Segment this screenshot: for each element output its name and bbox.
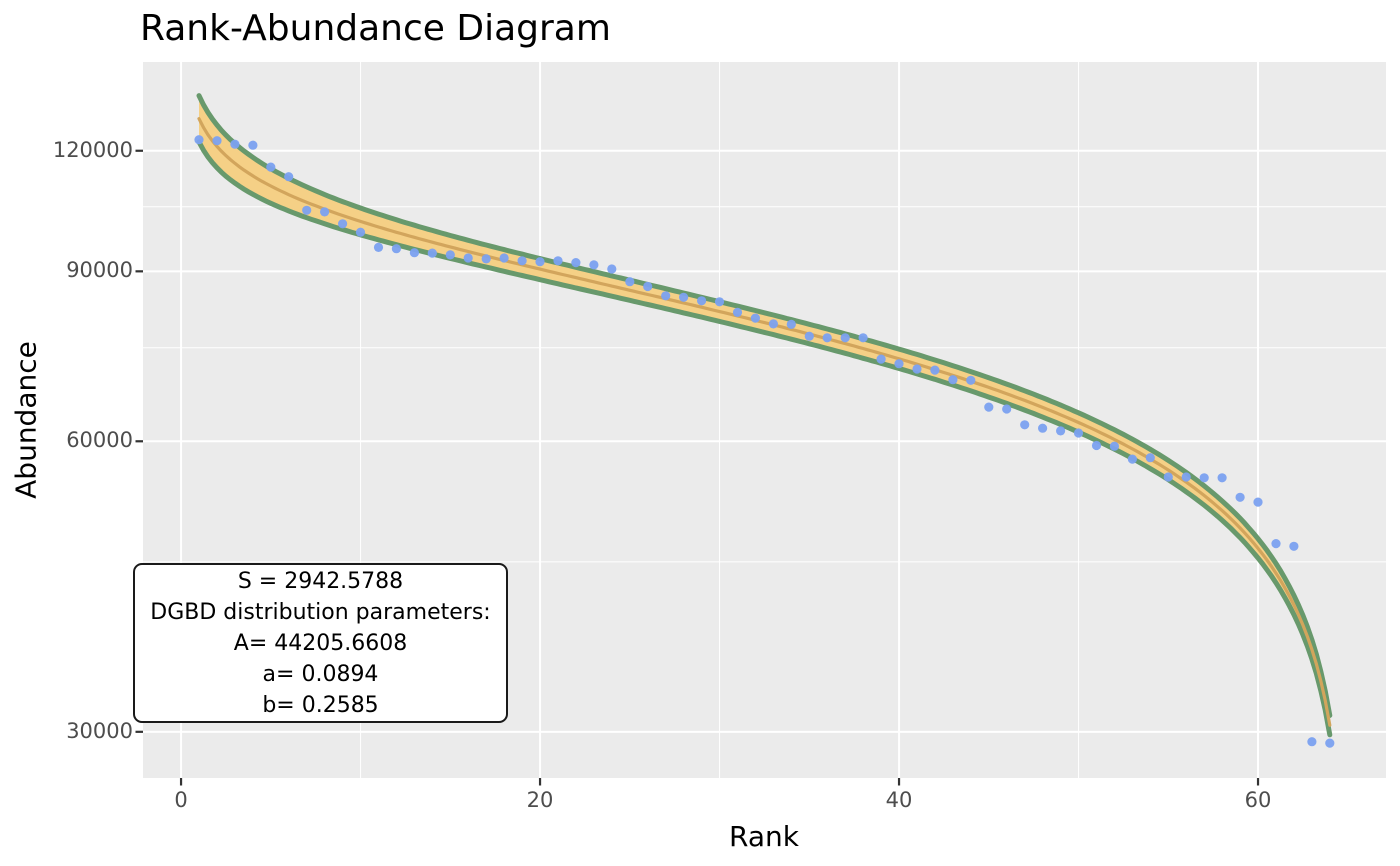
data-point bbox=[1235, 492, 1245, 502]
data-point bbox=[320, 207, 330, 217]
data-point bbox=[499, 253, 509, 263]
data-point bbox=[786, 319, 796, 329]
data-point bbox=[355, 227, 366, 237]
data-point bbox=[1073, 428, 1084, 438]
data-point bbox=[661, 291, 671, 301]
y-axis-title: Abundance bbox=[9, 341, 43, 499]
annotation-line-a: a= 0.0894 bbox=[262, 661, 379, 687]
data-point bbox=[194, 135, 204, 145]
data-point bbox=[266, 162, 276, 172]
data-point bbox=[517, 256, 527, 266]
x-axis-title: Rank bbox=[729, 820, 799, 853]
annotation-line-b: b= 0.2585 bbox=[262, 692, 379, 718]
data-point bbox=[894, 359, 904, 369]
data-point bbox=[1109, 441, 1119, 451]
data-point bbox=[230, 139, 240, 149]
data-point bbox=[338, 219, 348, 229]
data-point bbox=[463, 253, 473, 263]
data-point bbox=[409, 248, 419, 258]
data-point bbox=[373, 242, 384, 252]
data-point bbox=[768, 319, 779, 329]
x-tick-label: 60 bbox=[1244, 788, 1272, 812]
data-point bbox=[1217, 473, 1227, 483]
band-lower-edge bbox=[196, 139, 1333, 738]
data-point bbox=[732, 307, 743, 317]
annotation-line-s: S = 2942.5788 bbox=[237, 568, 404, 594]
data-point bbox=[1325, 738, 1335, 748]
data-point bbox=[212, 136, 222, 146]
data-point bbox=[984, 402, 994, 412]
data-point bbox=[804, 331, 814, 341]
fit-parameters-annotation: S = 2942.5788 DGBD distribution paramete… bbox=[133, 563, 508, 723]
data-point bbox=[481, 254, 491, 264]
data-point bbox=[697, 296, 707, 306]
data-point bbox=[679, 292, 689, 302]
data-point bbox=[714, 297, 725, 307]
data-point bbox=[607, 264, 617, 274]
data-point bbox=[643, 281, 653, 292]
y-tick-label: 120000 bbox=[52, 137, 133, 162]
data-point bbox=[858, 333, 868, 343]
data-point bbox=[930, 365, 940, 375]
data-point bbox=[1020, 420, 1030, 430]
y-tick-label: 30000 bbox=[66, 718, 133, 743]
data-point bbox=[1145, 453, 1155, 463]
data-point bbox=[1181, 472, 1191, 482]
data-point bbox=[966, 375, 976, 385]
data-point bbox=[1038, 423, 1048, 433]
x-tick-label: 40 bbox=[885, 788, 913, 812]
data-point bbox=[1271, 539, 1281, 549]
data-point bbox=[912, 364, 922, 374]
data-point bbox=[248, 140, 258, 150]
fitted-dgbd-line bbox=[197, 117, 1332, 727]
data-point bbox=[1289, 541, 1299, 551]
band-upper-edge bbox=[196, 93, 1333, 718]
data-point bbox=[948, 375, 958, 385]
data-point bbox=[427, 248, 437, 258]
data-point bbox=[302, 205, 312, 215]
data-point bbox=[1199, 473, 1209, 483]
data-point bbox=[1163, 472, 1173, 482]
data-point bbox=[840, 333, 850, 343]
data-point bbox=[445, 250, 455, 260]
data-point bbox=[876, 354, 886, 364]
data-point bbox=[1002, 404, 1012, 414]
x-tick-label: 20 bbox=[526, 788, 554, 812]
data-point bbox=[589, 260, 599, 270]
y-tick-label: 90000 bbox=[66, 258, 133, 283]
data-point bbox=[822, 333, 832, 343]
data-point bbox=[1253, 497, 1263, 507]
data-point bbox=[750, 313, 761, 323]
data-point bbox=[1056, 426, 1066, 436]
x-tick-label: 0 bbox=[174, 788, 188, 812]
y-tick-label: 60000 bbox=[66, 428, 133, 453]
data-point bbox=[391, 244, 401, 254]
data-point bbox=[1091, 440, 1102, 451]
data-point bbox=[1307, 737, 1317, 747]
annotation-line-header: DGBD distribution parameters: bbox=[150, 599, 491, 625]
chart-title: Rank-Abundance Diagram bbox=[140, 8, 611, 49]
data-point bbox=[571, 258, 581, 268]
annotation-line-A: A= 44205.6608 bbox=[233, 630, 408, 656]
data-point bbox=[535, 257, 545, 267]
data-point bbox=[1127, 454, 1137, 464]
data-point bbox=[625, 277, 635, 287]
data-point bbox=[284, 172, 294, 182]
data-point bbox=[553, 256, 563, 266]
